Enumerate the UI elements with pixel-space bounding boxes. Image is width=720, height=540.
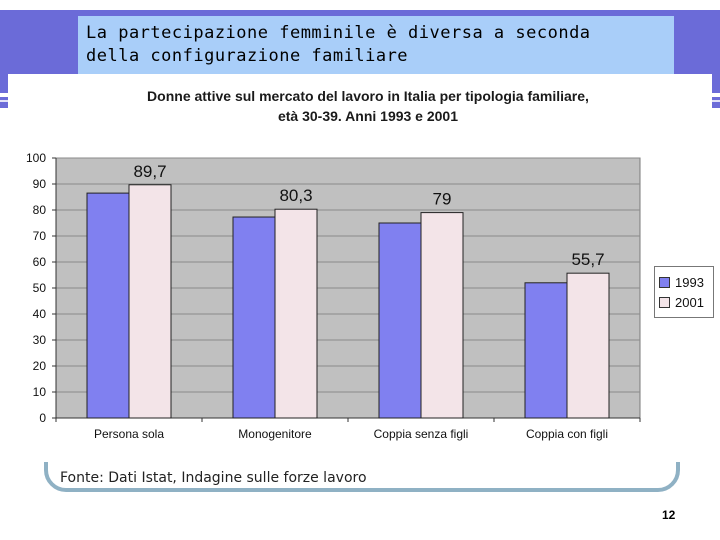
legend-swatch-2001 bbox=[659, 296, 670, 308]
x-tick-label: Persona sola bbox=[94, 427, 164, 441]
data-label: 89,7 bbox=[133, 162, 166, 181]
data-label: 55,7 bbox=[571, 250, 604, 269]
bar-1993-1 bbox=[232, 216, 276, 419]
y-tick-label: 90 bbox=[33, 177, 47, 191]
page-number: 12 bbox=[662, 508, 676, 522]
y-tick-label: 40 bbox=[33, 307, 47, 321]
bar-1993-3 bbox=[524, 282, 568, 419]
y-tick-label: 60 bbox=[33, 255, 47, 269]
chart-title-line2: età 30-39. Anni 1993 e 2001 bbox=[277, 108, 459, 124]
x-tick-label: Coppia con figli bbox=[526, 427, 608, 441]
legend-swatch-1993 bbox=[659, 276, 670, 288]
bar-1993-0 bbox=[86, 192, 130, 419]
legend-label-2001: 2001 bbox=[675, 294, 704, 310]
x-tick-label: Coppia senza figli bbox=[374, 427, 469, 441]
data-label: 79 bbox=[433, 190, 452, 209]
legend-label-1993: 1993 bbox=[675, 274, 704, 290]
y-tick-label: 70 bbox=[33, 229, 47, 243]
bar-2001-0 bbox=[128, 184, 172, 419]
chart-legend: 1993 2001 bbox=[654, 266, 714, 318]
y-tick-label: 30 bbox=[33, 333, 47, 347]
chart-title-line1: Donne attive sul mercato del lavoro in I… bbox=[147, 88, 589, 104]
legend-item-2001: 2001 bbox=[659, 292, 709, 312]
slide-title: La partecipazione femminile è diversa a … bbox=[78, 16, 674, 74]
y-tick-label: 80 bbox=[33, 203, 47, 217]
bar-2001-3 bbox=[566, 272, 610, 419]
y-tick-label: 0 bbox=[39, 411, 46, 425]
chart-panel: Donne attive sul mercato del lavoro in I… bbox=[8, 74, 714, 462]
y-tick-label: 20 bbox=[33, 359, 47, 373]
bar-chart: 0 10 20 30 40 50 60 70 80 90 100 89,7 Persona sola 80… bbox=[26, 151, 641, 441]
y-tick-label: 100 bbox=[26, 151, 46, 165]
legend-item-1993: 1993 bbox=[659, 272, 709, 292]
chart-title: Donne attive sul mercato del lavoro in I… bbox=[68, 86, 668, 126]
bar-1993-2 bbox=[378, 222, 422, 419]
x-tick-label: Monogenitore bbox=[238, 427, 312, 441]
y-tick-label: 10 bbox=[33, 385, 47, 399]
y-tick-label: 50 bbox=[33, 281, 47, 295]
bar-2001-1 bbox=[274, 208, 318, 419]
source-note: Fonte: Dati Istat, Indagine sulle forze … bbox=[60, 470, 367, 486]
data-label: 80,3 bbox=[279, 186, 312, 205]
bar-2001-2 bbox=[420, 212, 464, 419]
